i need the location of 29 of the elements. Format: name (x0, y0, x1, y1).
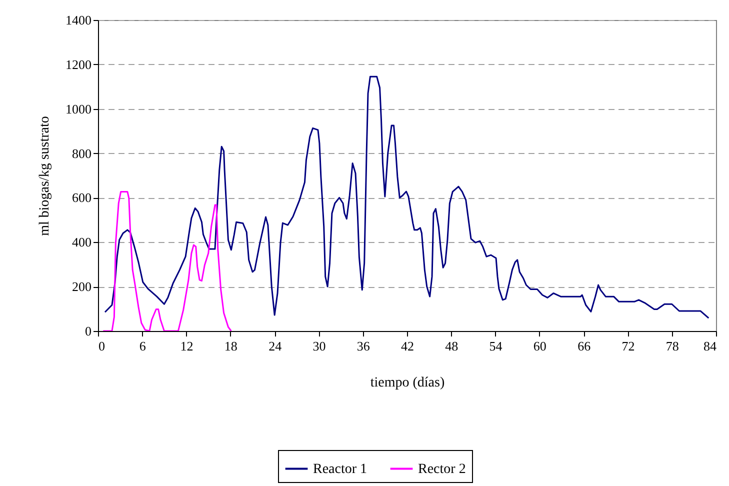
x-tick-label: 54 (489, 338, 503, 354)
x-tick-label: 36 (356, 338, 370, 354)
y-tick-label: 0 (85, 324, 92, 338)
x-tick-label: 48 (445, 338, 458, 354)
x-tick-label: 30 (312, 338, 326, 354)
legend-label: Rector 2 (418, 462, 466, 477)
x-tick-label: 60 (533, 338, 546, 354)
y-tick-label: 1400 (66, 12, 92, 28)
x-tick-label: 6 (139, 338, 146, 354)
x-tick-label: 78 (666, 338, 679, 354)
y-tick-label: 200 (72, 279, 92, 294)
x-tick-label: 12 (180, 338, 194, 354)
line-series (104, 76, 710, 319)
x-tick-label: 66 (578, 338, 592, 354)
y-tick-label: 1000 (66, 101, 92, 116)
y-tick-label: 400 (72, 234, 92, 250)
x-tick-label: 84 (704, 338, 717, 354)
x-axis-title: tiempo (días) (370, 376, 445, 390)
line-series (102, 190, 232, 331)
x-tick-label: 42 (401, 338, 414, 354)
y-tick-label: 600 (72, 190, 92, 206)
x-tick-label: 72 (622, 338, 635, 354)
legend-label: Reactor 1 (313, 462, 368, 477)
y-tick-label: 1200 (66, 56, 92, 72)
x-tick-label: 18 (224, 338, 238, 354)
y-axis-title: ml biogas/kg sustrato (38, 116, 52, 236)
y-tick-label: 800 (72, 146, 92, 161)
x-tick-label: 24 (268, 338, 282, 354)
x-tick-label: 0 (98, 338, 105, 354)
